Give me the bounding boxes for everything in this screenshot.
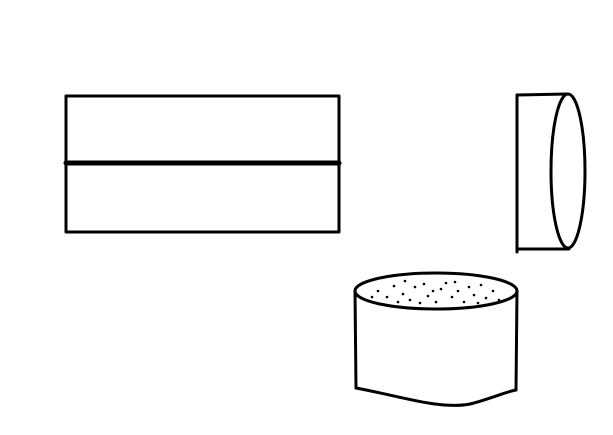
- side-cylinder-face: [551, 94, 585, 248]
- stipple-dot: [397, 301, 400, 304]
- stipple-dot: [498, 299, 501, 302]
- stipple-dot: [386, 296, 389, 299]
- side-cylinder-top-edge: [517, 94, 567, 95]
- stipple-dot: [414, 286, 417, 289]
- stipple-dot: [402, 293, 405, 296]
- stipple-dot: [451, 296, 454, 299]
- split-rectangle: [66, 96, 339, 232]
- stipple-dot: [432, 290, 435, 293]
- stipple-dot: [468, 286, 471, 289]
- stipple-dot: [419, 302, 422, 305]
- dotted-cylinder-dots: [371, 280, 501, 305]
- stipple-dot: [427, 295, 430, 298]
- side-cylinder: [517, 94, 585, 252]
- stipple-dot: [377, 290, 380, 293]
- stipple-dot: [404, 280, 407, 283]
- stipple-dot: [423, 283, 426, 286]
- stipple-dot: [477, 302, 480, 305]
- stipple-dot: [485, 297, 488, 300]
- stipple-dot: [480, 284, 483, 287]
- stipple-dot: [393, 285, 396, 288]
- stipple-dot: [463, 301, 466, 304]
- stipple-dot: [473, 294, 476, 297]
- stipple-dot: [409, 299, 412, 302]
- stipple-dot: [454, 281, 457, 284]
- stipple-dot: [492, 290, 495, 293]
- stipple-dot: [445, 282, 448, 285]
- dotted-cylinder-right-edge: [516, 291, 517, 390]
- dotted-cylinder-left-edge: [355, 291, 356, 388]
- dotted-cylinder: [355, 273, 517, 405]
- dotted-cylinder-bottom-curve: [356, 388, 516, 405]
- stipple-dot: [457, 290, 460, 293]
- stipple-dot: [435, 301, 438, 304]
- stipple-dot: [371, 296, 374, 299]
- stipple-dot: [440, 288, 443, 291]
